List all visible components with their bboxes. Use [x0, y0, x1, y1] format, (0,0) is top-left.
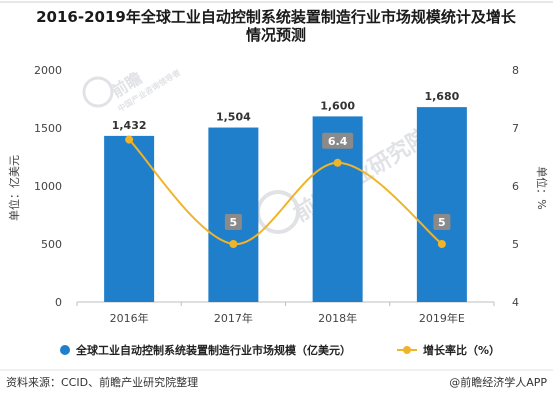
- bar: [104, 135, 155, 302]
- chart-title-line-2: 情况预测: [246, 26, 306, 44]
- y-right-tick-label: 4: [512, 296, 519, 309]
- chart-title-line-1: 2016-2019年全球工业自动控制系统装置制造行业市场规模统计及增长: [36, 8, 517, 26]
- legend-line-label: 增长率比（%）: [423, 343, 500, 357]
- y-left-tick-label: 0: [55, 296, 62, 309]
- line-value-label: 6.4: [328, 135, 348, 148]
- y-right-tick-label: 8: [512, 64, 519, 77]
- line-point: [229, 240, 238, 248]
- y-left-tick-label: 500: [41, 238, 62, 251]
- line-value-label-bg: [224, 214, 242, 230]
- line-value-label: 5: [438, 216, 446, 229]
- legend-line-marker: [403, 346, 411, 354]
- line-value-label-bg: [322, 132, 354, 149]
- footer-source: 资料来源：CCID、前瞻产业研究院整理: [6, 375, 198, 389]
- legend-bar-label: 全球工业自动控制系统装置制造行业市场规模（亿美元）: [75, 343, 351, 357]
- bar-value-label: 1,600: [320, 99, 355, 112]
- bar-value-label: 1,680: [424, 90, 459, 103]
- x-tick-label: 2017年: [214, 311, 253, 325]
- y-left-axis-title: 单位：亿美元: [7, 155, 21, 221]
- line-value-label: 5: [230, 216, 238, 229]
- bar-value-label: 1,504: [216, 111, 251, 124]
- line-point: [437, 240, 446, 248]
- y-left-tick-label: 1500: [34, 122, 62, 135]
- legend: 全球工业自动控制系统装置制造行业市场规模（亿美元） 增长率比（%）: [60, 343, 500, 357]
- y-right-tick-label: 6: [512, 180, 519, 193]
- y-right-tick-label: 7: [512, 122, 519, 135]
- line-point: [125, 135, 134, 144]
- bar: [416, 107, 467, 303]
- footer-brand: @前瞻经济学人APP: [449, 375, 547, 389]
- y-right-axis-title: 单位：%: [535, 166, 549, 209]
- y-left-tick-label: 2000: [34, 64, 62, 77]
- plot-area: 0 500 1000 1500 2000 4 5 6 7 8 2016年 2017年 2018年 2019…: [34, 64, 519, 325]
- x-tick-label: 2016年: [110, 311, 149, 325]
- y-left-tick-label: 1000: [34, 180, 62, 193]
- watermark-logo-icon: [82, 76, 114, 108]
- y-right-tick-label: 5: [512, 238, 519, 251]
- bar-value-label: 1,432: [112, 119, 147, 132]
- legend-bar-marker: [60, 345, 70, 355]
- line-value-label-bg: [433, 214, 451, 230]
- x-tick-label: 2018年: [318, 311, 357, 325]
- x-tick-label: 2019年E: [419, 311, 465, 325]
- growth-line: [128, 138, 443, 246]
- line-point: [333, 158, 342, 167]
